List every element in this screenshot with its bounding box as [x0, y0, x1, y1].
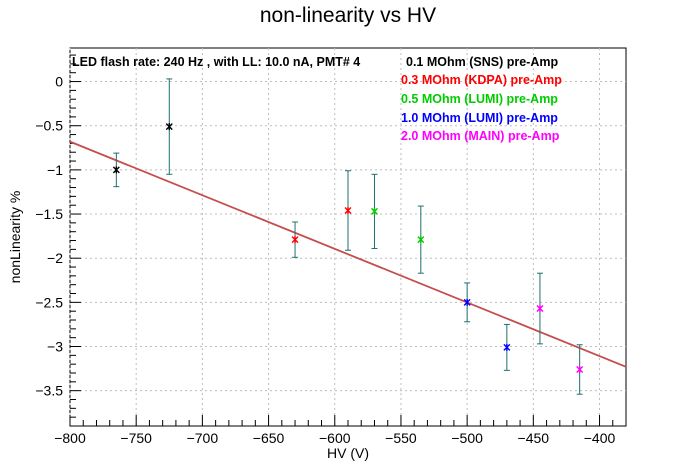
y-tick-label: 0: [55, 74, 63, 90]
x-axis-label: HV (V): [327, 445, 369, 461]
y-tick-label: −2.5: [35, 294, 63, 310]
legend-entry: 2.0 MOhm (MAIN) pre-Amp: [401, 129, 560, 143]
fit-line: [69, 140, 627, 368]
data-point-marker: [370, 207, 378, 215]
y-tick-label: −1.5: [35, 206, 63, 222]
data-point-marker: [463, 298, 471, 306]
data-point-marker: [112, 166, 120, 174]
data-point-marker: [576, 365, 584, 373]
data-point-marker: [536, 305, 544, 313]
legend-entry: 0.3 MOhm (KDPA) pre-Amp: [401, 73, 562, 87]
legend: 0.1 MOhm (SNS) pre-Amp 0.3 MOhm (KDPA) pr…: [401, 55, 562, 143]
chart-title: non-linearity vs HV: [260, 4, 436, 27]
x-tick-label: −750: [120, 430, 152, 446]
x-tick-label: −800: [54, 430, 86, 446]
data-point-marker: [291, 236, 299, 244]
fit-line-group: [69, 140, 627, 368]
x-tick-label: −700: [187, 430, 219, 446]
legend-entry: 0.5 MOhm (LUMI) pre-Amp: [401, 92, 558, 106]
tick-labels: −800 −750 −700 −650 −600 −550 −500 −450 −400 0 −0.…: [35, 74, 615, 446]
x-tick-label: −650: [253, 430, 285, 446]
data-point-marker: [503, 343, 511, 351]
y-tick-label: −2: [47, 250, 63, 266]
x-tick-label: −550: [385, 430, 417, 446]
y-tick-label: −1: [47, 162, 63, 178]
data-point-marker: [165, 123, 173, 131]
y-axis-label: nonLinearity %: [7, 191, 23, 284]
axis-ticks: [69, 54, 627, 427]
x-tick-label: −500: [451, 430, 483, 446]
grid-lines: [69, 48, 626, 426]
chart-annotation: LED flash rate: 240 Hz , with LL: 10.0 n…: [72, 55, 360, 69]
x-tick-label: −450: [518, 430, 550, 446]
x-tick-label: −600: [319, 430, 351, 446]
legend-entry: 0.1 MOhm (SNS) pre-Amp: [406, 55, 558, 69]
data-points: [112, 78, 584, 395]
legend-entry: 1.0 MOhm (LUMI) pre-Amp: [401, 111, 558, 125]
x-tick-label: −400: [584, 430, 616, 446]
data-point-marker: [344, 207, 352, 215]
y-tick-label: −3.5: [35, 383, 63, 399]
y-tick-label: −3: [47, 339, 63, 355]
data-point-marker: [417, 236, 425, 244]
y-tick-label: −0.5: [35, 118, 63, 134]
